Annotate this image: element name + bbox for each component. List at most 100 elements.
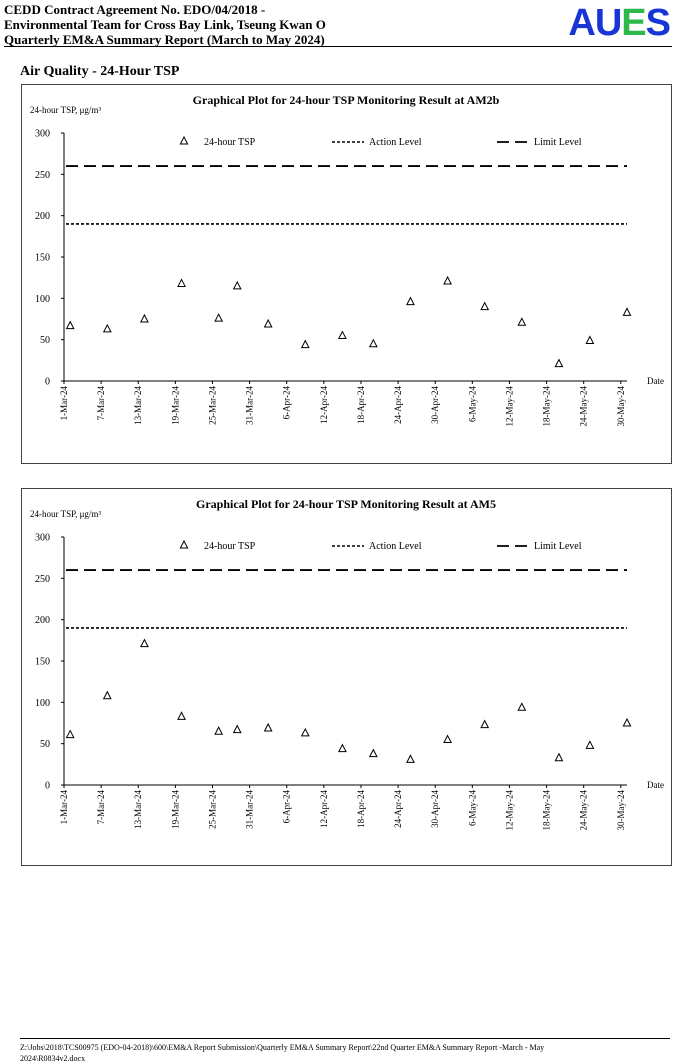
logo-letter: A	[568, 2, 595, 44]
data-point	[177, 711, 186, 720]
legend-label-limit: Limit Level	[534, 541, 582, 552]
legend-label-tsp: 24-hour TSP	[204, 541, 256, 552]
x-tick-label: 1-Mar-24	[59, 790, 69, 825]
x-tick-label: 25-Mar-24	[207, 790, 217, 829]
x-tick-label: 18-Apr-24	[356, 386, 366, 424]
data-point	[300, 339, 310, 349]
logo-letter: S	[645, 2, 671, 44]
y-tick-label: 100	[35, 294, 50, 305]
x-tick-label: 6-May-24	[467, 790, 477, 826]
x-tick-label: 24-May-24	[579, 790, 589, 831]
data-point	[337, 743, 347, 753]
x-axis-label: Date	[647, 376, 664, 386]
y-tick-label: 0	[45, 377, 50, 388]
x-tick-label: 30-Apr-24	[430, 790, 440, 828]
data-point	[585, 740, 595, 749]
y-tick-label: 100	[35, 698, 50, 709]
legend-marker-tsp	[179, 135, 189, 145]
x-tick-label: 30-Apr-24	[430, 386, 440, 424]
report-title: Quarterly EM&A Summary Report (March to …	[4, 32, 325, 47]
y-tick-label: 200	[35, 615, 50, 626]
data-point	[263, 722, 273, 732]
data-point	[300, 727, 310, 737]
x-tick-label: 18-Apr-24	[356, 790, 366, 828]
data-point	[337, 330, 347, 340]
x-tick-label: 24-May-24	[579, 386, 589, 427]
file-path-footer: Z:\Jobs\2018\TCS00975 (EDO-04-2018)\600\…	[20, 1038, 670, 1064]
y-axis-label: 24-hour TSP, μg/m³	[30, 105, 101, 115]
data-point	[622, 307, 632, 316]
data-point	[368, 338, 378, 348]
report-header: CEDD Contract Agreement No. EDO/04/2018 …	[4, 2, 672, 47]
data-point	[406, 754, 415, 763]
data-point	[585, 335, 595, 344]
data-point	[102, 323, 112, 333]
x-tick-label: 1-Mar-24	[59, 386, 69, 421]
chart-am5: Graphical Plot for 24-hour TSP Monitorin…	[30, 497, 664, 831]
x-tick-label: 7-Mar-24	[96, 790, 106, 825]
x-tick-label: 12-Apr-24	[319, 386, 329, 424]
contract-title: CEDD Contract Agreement No. EDO/04/2018 …	[4, 2, 266, 17]
data-point	[368, 748, 378, 758]
x-tick-label: 18-May-24	[542, 790, 552, 831]
data-point	[517, 317, 527, 326]
x-tick-label: 25-Mar-24	[207, 386, 217, 425]
legend-label-action: Action Level	[369, 137, 422, 148]
legend-marker-tsp	[179, 539, 189, 549]
chart-title: Graphical Plot for 24-hour TSP Monitorin…	[193, 93, 500, 107]
data-point	[140, 313, 149, 323]
y-tick-label: 250	[35, 170, 50, 181]
x-tick-label: 6-May-24	[467, 386, 477, 422]
x-tick-label: 6-Apr-24	[282, 790, 292, 824]
x-axis-label: Date	[647, 780, 664, 790]
x-tick-label: 13-Mar-24	[133, 790, 143, 829]
data-point	[177, 278, 186, 287]
x-tick-label: 12-May-24	[504, 386, 514, 427]
y-tick-label: 200	[35, 211, 50, 222]
x-tick-label: 30-May-24	[616, 386, 626, 427]
data-point	[214, 726, 224, 735]
file-path-line: Z:\Jobs\2018\TCS00975 (EDO-04-2018)\600\…	[20, 1043, 545, 1052]
chart-am2b: Graphical Plot for 24-hour TSP Monitorin…	[30, 93, 664, 427]
x-tick-label: 6-Apr-24	[282, 386, 292, 420]
chart-title: Graphical Plot for 24-hour TSP Monitorin…	[196, 497, 496, 511]
report-header-text: CEDD Contract Agreement No. EDO/04/2018 …	[4, 2, 326, 47]
logo-letter: E	[621, 2, 646, 44]
x-tick-label: 24-Apr-24	[393, 790, 403, 828]
x-tick-label: 13-Mar-24	[133, 386, 143, 425]
x-tick-label: 31-Mar-24	[245, 386, 255, 425]
y-tick-label: 50	[40, 335, 50, 346]
y-tick-label: 50	[40, 739, 50, 750]
x-tick-label: 30-May-24	[616, 790, 626, 831]
data-point	[554, 752, 564, 762]
data-point	[263, 318, 273, 328]
data-point	[480, 719, 490, 729]
y-tick-label: 150	[35, 253, 50, 264]
data-point	[232, 724, 242, 734]
chart-am2b-frame: Graphical Plot for 24-hour TSP Monitorin…	[21, 84, 672, 464]
x-tick-label: 24-Apr-24	[393, 386, 403, 424]
y-axis-label: 24-hour TSP, μg/m³	[30, 509, 101, 519]
data-point	[554, 358, 564, 368]
data-point	[140, 638, 149, 648]
legend-label-action: Action Level	[369, 541, 422, 552]
data-point	[65, 320, 75, 330]
x-tick-label: 19-Mar-24	[170, 790, 180, 829]
legend-label-tsp: 24-hour TSP	[204, 137, 256, 148]
data-point	[622, 717, 632, 727]
team-title: Environmental Team for Cross Bay Link, T…	[4, 17, 326, 32]
data-point	[443, 734, 453, 744]
data-point	[65, 729, 75, 739]
x-tick-label: 31-Mar-24	[245, 790, 255, 829]
x-tick-label: 7-Mar-24	[96, 386, 106, 421]
aues-logo: AUES	[568, 2, 671, 44]
data-point	[232, 280, 242, 290]
data-point	[214, 313, 224, 322]
logo-letter: U	[594, 2, 622, 44]
data-point	[102, 690, 112, 700]
y-tick-label: 300	[35, 533, 50, 544]
x-tick-label: 12-Apr-24	[319, 790, 329, 828]
x-tick-label: 18-May-24	[542, 386, 552, 427]
y-tick-label: 0	[45, 781, 50, 792]
x-tick-label: 12-May-24	[504, 790, 514, 831]
